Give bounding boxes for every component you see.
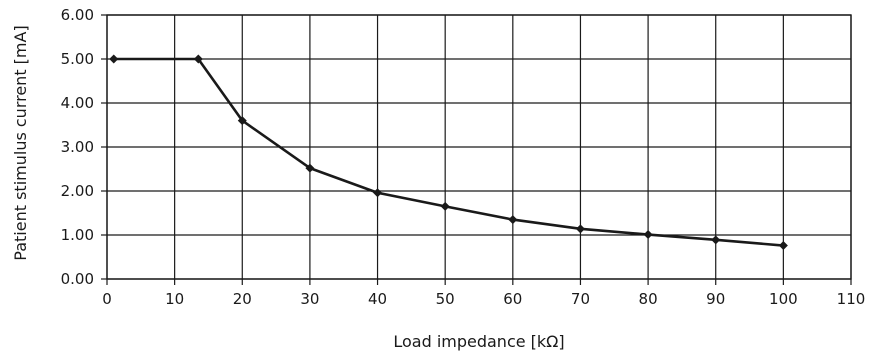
data-point-marker <box>305 163 315 173</box>
x-tick-label: 30 <box>300 290 319 308</box>
x-tick-label: 60 <box>503 290 522 308</box>
data-point-marker <box>373 188 383 198</box>
x-tick-label: 110 <box>837 290 866 308</box>
data-point-marker <box>508 215 518 225</box>
x-tick-label: 90 <box>706 290 725 308</box>
x-axis-ticks: 0 10 20 30 40 50 60 70 80 90 100 110 <box>102 279 865 308</box>
data-point-marker <box>440 201 450 211</box>
x-tick-label: 10 <box>165 290 184 308</box>
data-point-marker <box>193 54 203 64</box>
x-tick-label: 70 <box>571 290 590 308</box>
y-tick-label: 3.00 <box>61 138 94 156</box>
x-tick-label: 0 <box>102 290 112 308</box>
x-tick-label: 20 <box>233 290 252 308</box>
data-point-marker <box>575 224 585 234</box>
y-tick-label: 1.00 <box>61 226 94 244</box>
y-tick-label: 0.00 <box>61 270 94 288</box>
data-point-marker <box>643 230 653 240</box>
data-point-marker <box>109 54 119 64</box>
x-tick-label: 100 <box>769 290 798 308</box>
y-tick-label: 5.00 <box>61 50 94 68</box>
y-tick-label: 2.00 <box>61 182 94 200</box>
grid <box>106 14 852 280</box>
data-point-marker <box>778 241 788 251</box>
y-tick-label: 6.00 <box>61 6 94 24</box>
x-tick-label: 40 <box>368 290 387 308</box>
data-point-marker <box>711 235 721 245</box>
data-point-marker <box>237 116 247 126</box>
series-line <box>113 57 784 247</box>
y-axis-title: Patient stimulus current [mA] <box>11 25 30 260</box>
series-group <box>109 54 788 251</box>
x-tick-label: 50 <box>436 290 455 308</box>
x-tick-label: 80 <box>639 290 658 308</box>
y-tick-label: 4.00 <box>61 94 94 112</box>
x-axis-title: Load impedance [kΩ] <box>393 332 564 351</box>
y-axis-ticks: 0.00 1.00 2.00 3.00 4.00 5.00 6.00 <box>61 6 107 288</box>
